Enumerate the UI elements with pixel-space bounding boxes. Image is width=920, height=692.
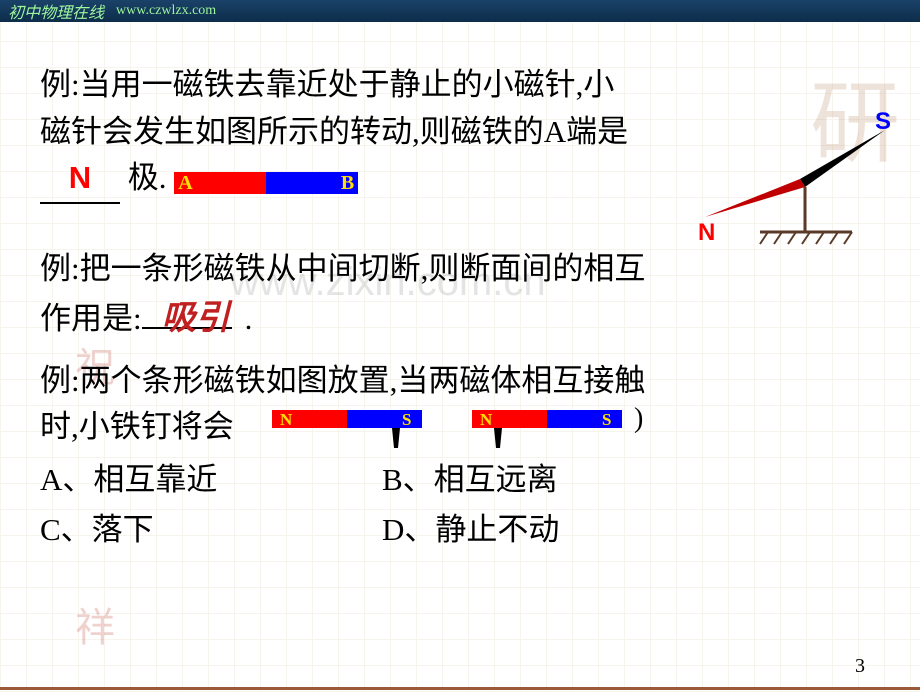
q1-answer: N xyxy=(69,160,91,195)
stamp-2: 祥 xyxy=(75,595,115,653)
header-bar: 初中物理在线 www.czwlzx.com xyxy=(0,0,920,22)
question-3: 例:两个条形磁铁如图放置,当两磁体相互接触 时,小铁钉将会 N S N S ) … xyxy=(40,358,890,555)
site-logo-text: 初中物理在线 xyxy=(8,0,104,23)
site-url: www.czwlzx.com xyxy=(116,3,216,19)
compass-needle-diagram: S N xyxy=(660,112,890,262)
option-c: C、落下 xyxy=(40,505,320,555)
q1-bar-magnet: AB xyxy=(174,156,358,203)
q3-line1: 例:两个条形磁铁如图放置,当两磁体相互接触 xyxy=(40,363,645,398)
svg-text:N: N xyxy=(280,410,293,429)
svg-text:S: S xyxy=(602,410,611,429)
q2-answer: 吸引 xyxy=(162,300,230,337)
q3-magnets-diagram: N S N S ) xyxy=(272,405,652,455)
q3-line2: 时,小铁钉将会 xyxy=(40,409,234,444)
compass-s-label: S xyxy=(875,112,890,135)
q1-suffix: 极. xyxy=(128,160,167,195)
svg-text:N: N xyxy=(480,410,493,429)
magnet-a-half: A xyxy=(174,172,266,194)
page-number: 3 xyxy=(855,655,865,678)
q2-suffix: . xyxy=(245,301,253,336)
magnet-b-half: B xyxy=(266,172,358,194)
compass-n-label: N xyxy=(698,219,715,246)
q2-prefix: 作用是: xyxy=(40,301,142,336)
slide-content: 例:当用一磁铁去靠近处于静止的小磁针,小 磁针会发生如图所示的转动,则磁铁的A端… xyxy=(0,22,920,554)
option-a: A、相互靠近 xyxy=(40,455,320,505)
q2-line1: 例:把一条形磁铁从中间切断,则断面间的相互 xyxy=(40,251,645,286)
svg-text:S: S xyxy=(402,410,411,429)
option-b: B、相互远离 xyxy=(382,462,558,497)
question-2: 例:把一条形磁铁从中间切断,则断面间的相互 作用是: 吸引. xyxy=(40,246,890,344)
q3-options: A、相互靠近 B、相互远离 C、落下 D、静止不动 xyxy=(40,462,559,547)
option-d: D、静止不动 xyxy=(382,512,559,547)
q1-line1: 例:当用一磁铁去靠近处于静止的小磁针,小 xyxy=(40,67,614,102)
q1-line2: 磁针会发生如图所示的转动,则磁铁的A端是 xyxy=(40,114,628,149)
svg-text:): ) xyxy=(634,405,643,434)
